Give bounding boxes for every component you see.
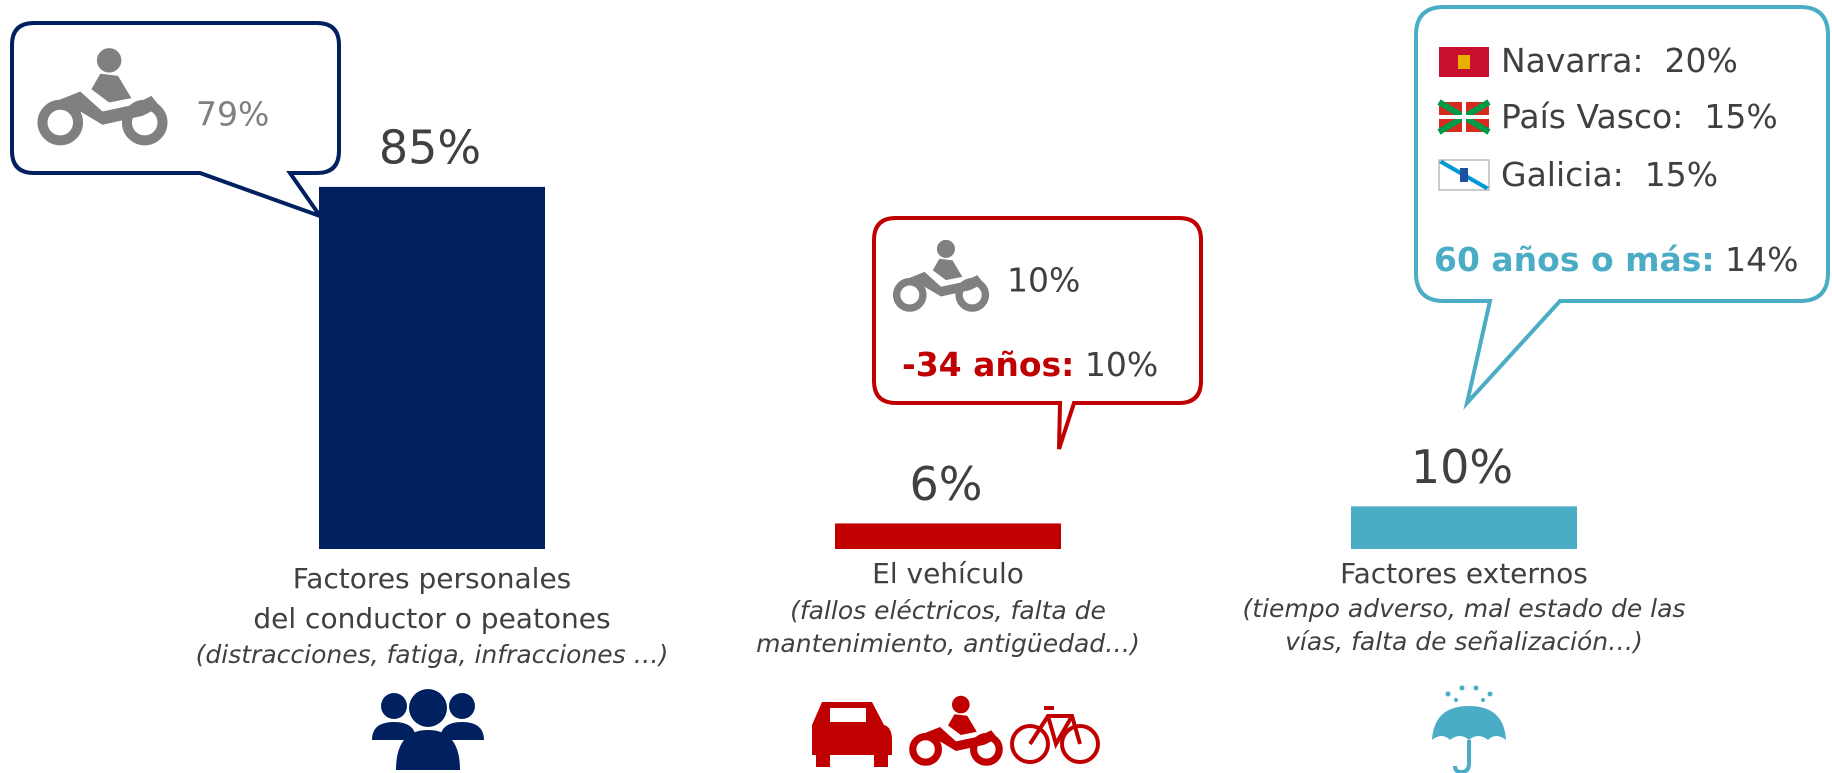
bike-icon: [1010, 706, 1100, 764]
callout-bubble: [872, 216, 1203, 450]
region-value: 15%: [1704, 97, 1777, 136]
people-icon: [372, 689, 484, 770]
region-entry: País Vasco: 15%: [1501, 97, 1778, 136]
moto-icon: [913, 696, 999, 762]
callout-bubble: [10, 21, 341, 220]
category-description: mantenimiento, antigüedad…): [756, 629, 1140, 658]
bar: [319, 186, 545, 549]
flag-pais-vasco: [1437, 99, 1491, 135]
region-name: País Vasco:: [1501, 97, 1683, 136]
region-value: 15%: [1645, 155, 1718, 194]
callout-value: 10%: [1007, 261, 1080, 300]
region-name: Galicia:: [1501, 155, 1624, 194]
callout-bubble: [1414, 5, 1830, 410]
age-value: 14%: [1725, 240, 1798, 279]
category-description: (distracciones, fatiga, infracciones …): [196, 640, 669, 669]
category-description: (fallos eléctricos, falta de: [790, 596, 1106, 625]
category-label: El vehículo: [872, 557, 1024, 590]
age-label: -34 años:: [902, 345, 1074, 384]
category-label: Factores externos: [1340, 557, 1588, 590]
category-label: Factores personales: [293, 562, 572, 595]
region-entry: Navarra: 20%: [1501, 41, 1738, 80]
car-icon: [812, 702, 892, 767]
callout-age: 60 años o más: 14%: [1434, 240, 1799, 279]
value-label: 10%: [1411, 440, 1513, 494]
category-description: vías, falta de señalización…): [1285, 627, 1643, 656]
region-name: Navarra:: [1501, 41, 1644, 80]
age-label: 60 años o más:: [1434, 240, 1715, 279]
value-label: 85%: [379, 120, 481, 174]
category-label: del conductor o peatones: [253, 602, 610, 635]
value-label: 6%: [910, 457, 983, 511]
age-value: 10%: [1085, 345, 1158, 384]
callout-age: -34 años: 10%: [902, 345, 1158, 384]
flag-galicia: [1438, 159, 1490, 191]
region-value: 20%: [1665, 41, 1738, 80]
callout-value: 79%: [196, 95, 269, 134]
bar: [1351, 506, 1577, 549]
flag-navarra: [1439, 47, 1489, 77]
bar: [835, 523, 1061, 549]
umbrella-icon: [1432, 685, 1506, 773]
category-description: (tiempo adverso, mal estado de las: [1243, 594, 1686, 623]
region-entry: Galicia: 15%: [1501, 155, 1718, 194]
